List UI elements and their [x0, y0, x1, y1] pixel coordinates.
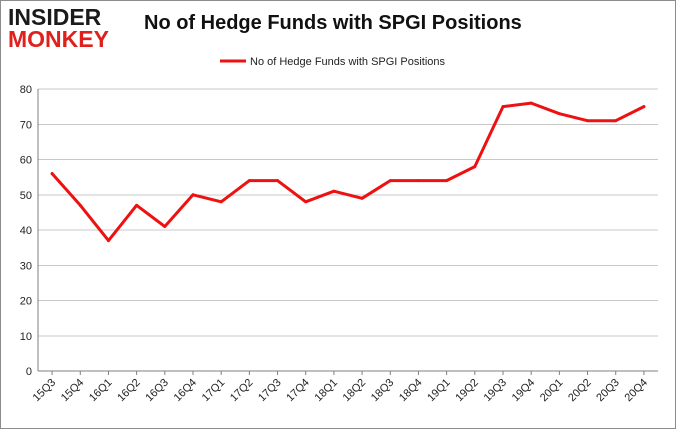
- x-tick-labels: 15Q3 15Q4 16Q1 16Q2 16Q3 16Q4 17Q1 17Q2 17Q3 17Q4…: [31, 377, 650, 405]
- data-point: [135, 203, 139, 207]
- x-tick-label: 19Q4: [510, 377, 538, 405]
- logo-line-1: INSIDER: [8, 4, 102, 30]
- data-point: [473, 165, 477, 169]
- data-point: [332, 189, 336, 193]
- data-point: [247, 179, 251, 183]
- data-point: [557, 112, 561, 116]
- data-point: [106, 239, 110, 243]
- x-tick-label: 17Q3: [256, 377, 284, 405]
- data-point: [50, 172, 54, 176]
- x-tick-label: 18Q1: [313, 377, 341, 405]
- data-point: [78, 203, 82, 207]
- x-tick-label: 20Q3: [594, 377, 622, 405]
- data-point: [276, 179, 280, 183]
- y-tick-label: 40: [20, 225, 32, 237]
- x-tick-label: 20Q4: [623, 377, 651, 405]
- y-tick-label: 50: [20, 190, 32, 202]
- x-tick-label: 16Q1: [87, 377, 115, 405]
- x-tick-label: 18Q3: [369, 377, 397, 405]
- x-tick-label: 18Q4: [397, 377, 425, 405]
- x-tick-label: 15Q3: [31, 377, 59, 405]
- y-tick-label: 20: [20, 296, 32, 308]
- chart-title: No of Hedge Funds with SPGI Positions: [144, 12, 522, 34]
- data-point: [445, 179, 449, 183]
- x-tick-label: 19Q1: [425, 377, 453, 405]
- x-tick-label: 20Q1: [538, 377, 566, 405]
- series-lines: [50, 101, 646, 243]
- x-tick-label: 16Q2: [115, 377, 143, 405]
- gridlines: [37, 88, 658, 375]
- y-tick-labels: 0 10 20 30 40 50 60 70 80: [20, 84, 32, 378]
- legend-label: No of Hedge Funds with SPGI Positions: [250, 56, 446, 68]
- y-tick-label: 80: [20, 84, 32, 96]
- series-line: [50, 101, 646, 243]
- data-point: [304, 200, 308, 204]
- logo-line-2: MONKEY: [8, 26, 109, 52]
- y-tick-label: 10: [20, 331, 32, 343]
- y-tick-label: 60: [20, 155, 32, 167]
- data-point: [614, 119, 618, 123]
- y-tick-label: 70: [20, 119, 32, 131]
- legend: No of Hedge Funds with SPGI Positions: [220, 56, 446, 68]
- data-point: [388, 179, 392, 183]
- x-tick-label: 18Q2: [341, 377, 369, 405]
- data-point: [416, 179, 420, 183]
- x-tick-label: 19Q2: [453, 377, 481, 405]
- insider-monkey-logo: INSIDER MONKEY: [8, 6, 128, 54]
- x-tick-label: 20Q2: [566, 377, 594, 405]
- data-point: [360, 196, 364, 200]
- data-point: [501, 105, 505, 109]
- data-point: [163, 224, 167, 228]
- x-tick-label: 15Q4: [59, 377, 87, 405]
- y-tick-label: 30: [20, 260, 32, 272]
- x-tick-label: 17Q1: [200, 377, 228, 405]
- x-tick-label: 19Q3: [482, 377, 510, 405]
- data-point: [529, 101, 533, 105]
- x-tick-label: 16Q3: [143, 377, 171, 405]
- data-point: [642, 105, 646, 109]
- x-tick-label: 16Q4: [172, 377, 200, 405]
- x-tick-label: 17Q2: [228, 377, 256, 405]
- y-tick-label: 0: [26, 366, 32, 378]
- data-point: [586, 119, 590, 123]
- x-tick-label: 17Q4: [284, 377, 312, 405]
- data-point: [191, 193, 195, 197]
- data-point: [219, 200, 223, 204]
